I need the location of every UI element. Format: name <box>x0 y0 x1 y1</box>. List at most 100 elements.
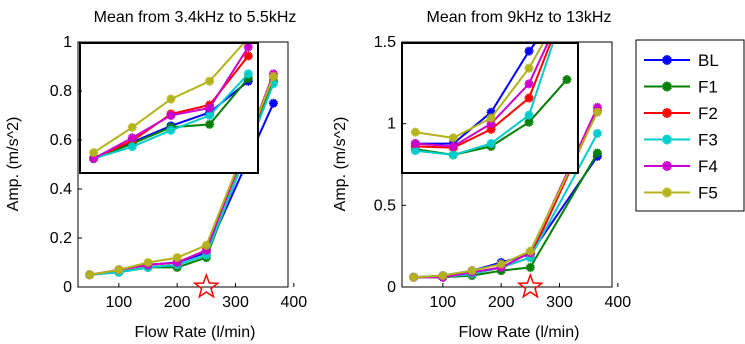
inset-data-point-bl <box>562 0 571 6</box>
series-line-f3 <box>89 83 275 276</box>
inset-data-point-f4 <box>243 44 253 52</box>
legend: BL F1 F2 F3 F4 F5 <box>644 51 719 203</box>
inset-data-point-f3 <box>166 125 176 135</box>
x-tick-label: 200 <box>164 294 191 311</box>
inset-data-point-f2 <box>486 124 496 134</box>
inset-data-point-f4 <box>448 141 458 151</box>
chart-panel-right: Mean from 9kHz to 13kHz 100 200 300 400 0 0.… <box>332 0 631 341</box>
x-tick-label: 200 <box>488 294 515 311</box>
inset-data-point-f4 <box>127 133 137 143</box>
inset-data-point-f3 <box>448 150 458 160</box>
inset-data-point-f2 <box>562 0 571 6</box>
x-axis-label: Flow Rate (l/min) <box>459 324 580 341</box>
data-point-f5 <box>268 71 278 81</box>
data-layer <box>85 69 278 280</box>
red-star-marker <box>516 272 544 299</box>
inset-data-point-f5 <box>127 122 137 132</box>
legend-label-f4: F4 <box>698 157 718 176</box>
data-point-f4 <box>592 102 602 112</box>
legend-label-f3: F3 <box>698 131 718 150</box>
data-point-f3 <box>268 79 278 89</box>
x-axis: 100 200 300 400 <box>105 283 307 311</box>
inset-data-point-f4 <box>486 119 496 129</box>
data-point-f5 <box>467 266 477 276</box>
inset-data-point-bl <box>486 107 496 117</box>
inset-data-point-f3 <box>243 69 253 79</box>
x-tick-label: 300 <box>222 294 249 311</box>
inset-data-point-f5 <box>166 94 176 104</box>
inset-data-layer <box>410 0 572 160</box>
x-tick-label: 100 <box>429 294 456 311</box>
y-axis: 0 0.5 1 1.5 <box>374 34 406 296</box>
legend-label-f5: F5 <box>698 184 718 203</box>
y-tick-label: 1 <box>63 34 72 51</box>
legend-marker-f1 <box>662 81 672 92</box>
y-tick-label: 0.2 <box>50 230 72 247</box>
inset-data-point-f1 <box>562 75 572 85</box>
data-point-f4 <box>201 245 211 255</box>
x-tick-label: 400 <box>604 294 631 311</box>
data-point-f3 <box>201 250 211 260</box>
chart-title: Mean from 9kHz to 13kHz <box>427 9 612 26</box>
chart-panel-left: Mean from 3.4kHz to 5.5kHz 100 200 300 400 … <box>5 9 307 341</box>
inset-data-point-f1 <box>205 119 215 129</box>
x-tick-label: 100 <box>105 294 132 311</box>
inset-data-point-f5 <box>244 34 253 43</box>
legend-label-f2: F2 <box>698 104 718 123</box>
inset-data-point-f3 <box>127 142 137 152</box>
y-tick-label: 0.4 <box>50 181 72 198</box>
y-tick-label: 0.6 <box>50 132 72 149</box>
y-tick-label: 0.5 <box>374 197 396 214</box>
inset-data-point-f4 <box>562 0 571 6</box>
legend-box <box>635 39 745 212</box>
y-axis: 0 0.2 0.4 0.6 0.8 1 <box>50 34 82 296</box>
data-point-f5 <box>409 272 419 282</box>
inset-data-point-f2 <box>524 93 534 103</box>
inset-data-point-f3 <box>205 110 215 120</box>
legend-label-bl: BL <box>698 51 719 70</box>
inset-data-point-f5 <box>89 148 99 158</box>
inset-data-point-bl <box>524 46 534 56</box>
inset-data-point-f3 <box>486 139 496 149</box>
data-point-f5 <box>114 265 124 275</box>
inset-data-point-f4 <box>524 79 534 89</box>
inset-data-point-f5 <box>448 133 458 143</box>
inset-data-point-f2 <box>243 51 253 61</box>
inset-data-point-f5 <box>205 76 215 86</box>
legend-marker-f5 <box>662 187 672 198</box>
legend-label-f1: F1 <box>698 78 718 97</box>
x-tick-label: 300 <box>546 294 573 311</box>
y-axis-label: Amp. (m/s^2) <box>5 117 22 212</box>
inset-data-point-f5 <box>524 63 534 73</box>
y-tick-label: 1 <box>387 116 396 133</box>
inset-data-point-f4 <box>410 139 420 149</box>
data-point-f5 <box>85 270 95 280</box>
data-layer <box>409 102 602 282</box>
y-tick-label: 1.5 <box>374 34 396 51</box>
series-line-f5 <box>89 75 275 276</box>
y-tick-label: 0 <box>387 279 396 296</box>
star-marker <box>192 272 220 299</box>
red-star-marker <box>192 272 220 299</box>
data-point-f5 <box>438 271 448 281</box>
star-marker <box>516 272 544 299</box>
data-point-bl <box>268 98 278 108</box>
data-point-f5 <box>496 259 506 269</box>
data-point-f1 <box>525 262 535 272</box>
inset-frame <box>401 42 579 174</box>
inset-data-point-f5 <box>410 127 420 137</box>
data-point-f5 <box>172 253 182 263</box>
inset-data-point-f3 <box>410 146 420 156</box>
data-point-f5 <box>525 246 535 256</box>
inset-data-point-f3 <box>562 0 571 6</box>
inset-series-group <box>89 34 253 164</box>
legend-marker-f4 <box>662 161 672 171</box>
inset-data-point-f1 <box>524 117 534 127</box>
y-tick-label: 0.8 <box>50 83 72 100</box>
legend-marker-f3 <box>662 134 672 145</box>
series-line-f5 <box>413 111 599 279</box>
inset-data-layer <box>89 34 253 164</box>
y-axis-label: Amp. (m/s^2) <box>332 117 349 212</box>
data-point-f1 <box>592 148 602 158</box>
